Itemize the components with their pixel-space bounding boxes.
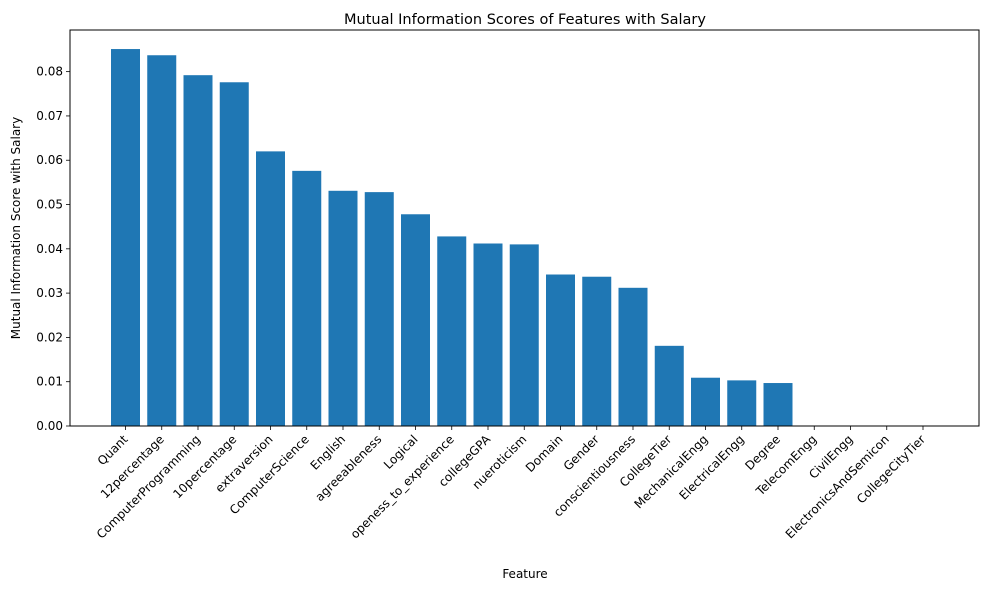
bar-Gender [582,276,612,426]
y-tick-label: 0.06 [36,153,63,167]
plot-frame [69,29,980,427]
y-tick-label: 0.07 [36,109,63,123]
bar-ComputerProgramming [183,75,213,426]
bar-extraversion [256,151,285,426]
bar-English [328,190,358,426]
bar-nueroticism [509,244,539,426]
y-tick-label: 0.00 [36,419,63,433]
bars-group [111,49,793,427]
y-tick-label: 0.08 [36,65,63,79]
bar-Domain [546,274,575,426]
y-tick-label: 0.05 [36,198,63,212]
x-tick-label: ElectricalEngg [676,432,746,502]
bar-ElectricalEngg [727,380,757,426]
chart-title: Mutual Information Scores of Features wi… [344,12,706,28]
bar-MechanicalEngg [691,377,720,426]
bar-agreeableness [364,192,394,426]
bar-collegeGPA [473,243,503,426]
x-axis-label: Feature [502,567,547,581]
bar-12percentage [147,55,177,426]
bar-ComputerScience [292,170,322,426]
x-axis-ticks: Quant12percentageComputerProgramming10pe… [94,426,928,541]
x-tick-label: agreeableness [313,432,385,504]
bar-Quant [111,49,140,427]
x-tick-label: CollegeCityTier [854,432,928,506]
y-tick-label: 0.03 [36,286,63,300]
bar-Degree [763,383,793,426]
bar-10percentage [219,82,249,426]
y-axis-label: Mutual Information Score with Salary [9,117,23,339]
y-tick-label: 0.01 [36,375,63,389]
bar-conscientiousness [618,287,648,426]
y-axis-ticks: 0.00 0.01 0.02 0.03 0.04 0.05 0.06 0.07 0.08 [36,65,70,433]
y-tick-label: 0.04 [36,242,63,256]
x-tick-label: Domain [523,432,566,475]
bar-Logical [401,214,430,426]
y-tick-label: 0.02 [36,330,63,344]
bar-CollegeTier [654,345,684,426]
x-tick-label: 12percentage [98,432,167,501]
bar-openess_to_experience [437,236,467,426]
x-tick-label: 10percentage [170,432,239,501]
